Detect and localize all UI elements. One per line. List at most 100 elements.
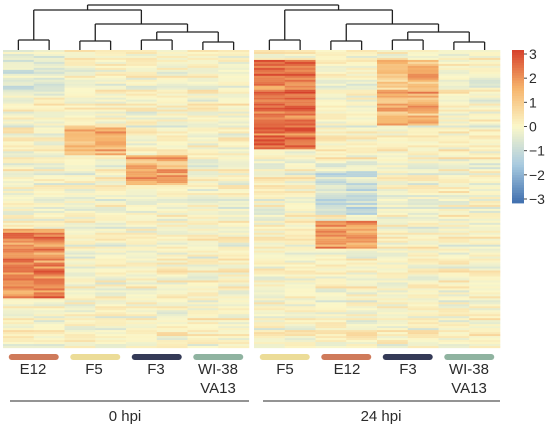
heat-cell [95, 151, 127, 154]
heat-cell [315, 266, 347, 269]
heat-cell [3, 145, 35, 148]
heat-cell [126, 326, 158, 329]
heat-cell [254, 67, 286, 71]
heat-cell [218, 202, 250, 206]
heat-cell [126, 256, 158, 259]
heat-cell [64, 141, 96, 144]
heat-cell [95, 290, 127, 293]
heat-cell [64, 224, 96, 227]
heat-cell [95, 214, 127, 218]
heat-cell [438, 107, 470, 110]
heat-cell [407, 137, 439, 140]
heat-cell [64, 183, 96, 186]
heat-cell [187, 91, 219, 94]
heat-cell [218, 292, 250, 295]
heat-cell [126, 246, 158, 249]
heat-cell [126, 93, 158, 96]
heat-cell [95, 171, 127, 174]
heat-cell [407, 179, 439, 182]
heat-cell [95, 197, 127, 200]
heat-cell [156, 79, 188, 82]
heat-cell [407, 51, 439, 55]
heat-cell [218, 324, 250, 327]
heat-cell [346, 127, 378, 130]
heat-cell [126, 250, 158, 253]
heat-cell [187, 71, 219, 74]
heat-cell [33, 81, 65, 84]
heat-cell [187, 264, 219, 267]
heat-cell [469, 346, 501, 349]
heat-cell [126, 133, 158, 136]
heat-cell [218, 322, 250, 325]
colorbar-swatch [512, 129, 524, 132]
heat-cell [469, 109, 501, 112]
colorbar-swatch [512, 106, 524, 110]
heat-cell [377, 200, 409, 204]
heat-cell [315, 250, 347, 253]
heat-cell [187, 85, 219, 88]
heat-cell [156, 340, 188, 343]
heat-cell [284, 115, 316, 118]
heat-cell [407, 204, 439, 208]
heat-cell [315, 153, 347, 156]
heat-cell [3, 99, 35, 102]
heat-cell [156, 133, 188, 136]
heat-cell [346, 57, 378, 61]
heat-cell [218, 258, 250, 261]
heat-cell [218, 55, 250, 59]
heat-cell [407, 242, 439, 245]
heat-cell [284, 185, 316, 188]
heat-cell [284, 195, 316, 198]
heat-cell [254, 151, 286, 154]
heat-cell [407, 143, 439, 146]
colorbar-swatch [512, 62, 524, 66]
heat-cell [284, 314, 316, 317]
heat-cell [315, 65, 347, 69]
heat-cell [126, 175, 158, 178]
heat-cell [469, 103, 501, 106]
heat-cell [438, 115, 470, 118]
heat-cell [377, 292, 409, 295]
heat-cell [156, 322, 188, 325]
heat-cell [156, 145, 188, 148]
heat-cell [438, 250, 470, 253]
heat-cell [95, 177, 127, 180]
heat-cell [3, 336, 35, 339]
heat-cell [126, 151, 158, 154]
heat-cell [156, 264, 188, 267]
heat-cell [95, 75, 127, 78]
heat-cell [33, 131, 65, 134]
heat-cell [346, 298, 378, 301]
heat-cell [377, 50, 409, 53]
heat-cell [407, 77, 439, 80]
heat-cell [156, 284, 188, 287]
heat-cell [254, 109, 286, 112]
heat-cell [187, 236, 219, 239]
colorbar-swatch [512, 126, 524, 130]
heat-cell [315, 165, 347, 168]
heat-cell [315, 57, 347, 61]
heat-cell [315, 105, 347, 108]
heat-cell [126, 334, 158, 337]
heat-cell [218, 189, 250, 192]
heat-cell [218, 51, 250, 55]
heat-cell [315, 318, 347, 321]
heat-cell [315, 163, 347, 166]
heat-cell [64, 159, 96, 162]
heat-cell [156, 77, 188, 80]
heat-cell [95, 173, 127, 176]
heat-cell [469, 338, 501, 341]
heat-cell [33, 318, 65, 321]
heat-cell [407, 290, 439, 293]
heat-cell [407, 151, 439, 154]
heat-cell [218, 79, 250, 82]
heat-cell [315, 264, 347, 267]
heat-cell [187, 328, 219, 331]
heat-cell [156, 330, 188, 333]
heat-cell [156, 163, 188, 166]
heat-cell [315, 155, 347, 158]
heat-cell [284, 340, 316, 343]
heat-cell [377, 153, 409, 156]
heat-cell [377, 123, 409, 126]
heat-cell [3, 234, 35, 237]
